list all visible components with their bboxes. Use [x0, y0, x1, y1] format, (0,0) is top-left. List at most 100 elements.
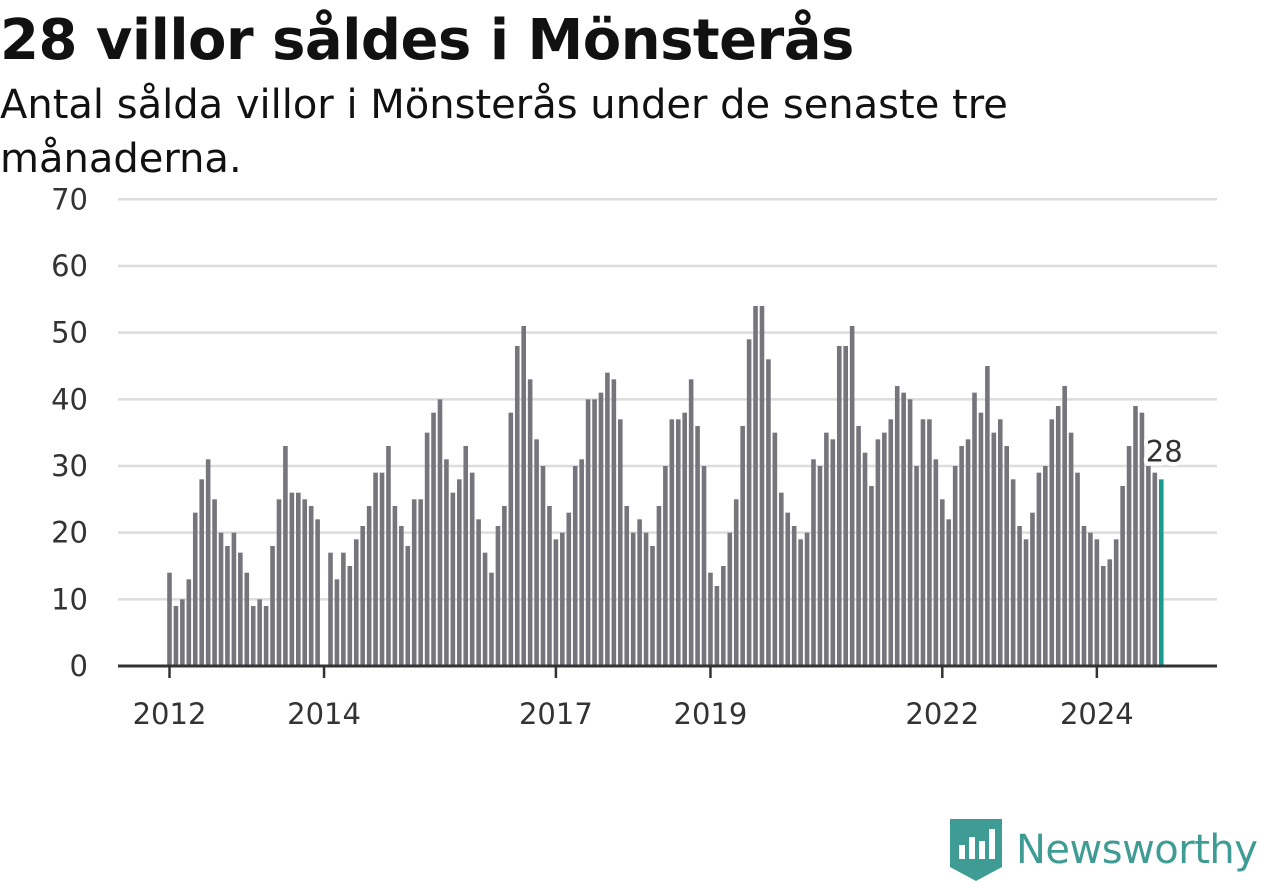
brand-name: Newsworthy — [1016, 827, 1258, 873]
bar — [688, 379, 694, 666]
bar — [579, 459, 584, 666]
bar — [991, 432, 997, 666]
bar — [527, 379, 533, 666]
bar — [437, 399, 443, 666]
bar — [605, 372, 610, 666]
bar — [238, 552, 243, 666]
bar — [1010, 479, 1016, 666]
bar — [1062, 385, 1067, 666]
bar — [392, 505, 398, 666]
bar — [618, 419, 623, 666]
bar — [965, 439, 971, 666]
bar — [643, 532, 649, 666]
bar — [1146, 465, 1151, 666]
bar — [373, 472, 378, 666]
bar — [675, 419, 681, 666]
bar — [972, 392, 977, 666]
bar — [997, 419, 1003, 666]
bar — [875, 439, 881, 666]
bar — [276, 499, 282, 666]
bar — [978, 412, 984, 666]
y-tick-label: 0 — [70, 649, 88, 683]
bar — [328, 552, 333, 666]
bar — [779, 492, 784, 666]
bar — [817, 465, 823, 666]
highlight-data-label: 28 — [1146, 434, 1183, 468]
bar — [411, 499, 417, 666]
bar — [1113, 539, 1119, 666]
bar — [444, 459, 449, 666]
bar — [811, 459, 816, 666]
bar — [695, 425, 700, 666]
bar — [1133, 405, 1138, 666]
bar — [1081, 525, 1087, 666]
y-tick-label: 20 — [51, 516, 88, 550]
bar — [907, 399, 913, 666]
bar — [547, 505, 552, 666]
bar — [952, 465, 958, 666]
bar — [418, 499, 423, 666]
bar — [791, 525, 797, 666]
bar — [469, 472, 475, 666]
bar — [173, 605, 179, 666]
bar — [650, 545, 655, 666]
bar — [1075, 472, 1080, 666]
bar — [315, 519, 320, 666]
newsworthy-brand[interactable]: Newsworthy — [950, 818, 1258, 882]
bar — [534, 439, 539, 666]
bar — [167, 572, 172, 666]
bar — [308, 505, 314, 666]
axes — [118, 664, 1217, 678]
bar — [482, 552, 488, 666]
bar — [463, 445, 469, 666]
x-tick-label: 2022 — [905, 697, 979, 731]
bar — [566, 512, 572, 666]
bar — [347, 565, 353, 666]
bar — [502, 505, 507, 666]
bar — [257, 599, 262, 666]
bar — [663, 465, 668, 666]
bar — [630, 532, 636, 666]
bar — [946, 519, 952, 666]
bar — [1055, 405, 1061, 666]
bar — [296, 492, 301, 666]
bar — [849, 325, 855, 666]
bar — [283, 445, 288, 666]
bar — [1036, 472, 1042, 666]
bar — [212, 499, 217, 666]
bar — [572, 465, 578, 666]
bar — [869, 485, 874, 666]
bar — [1043, 465, 1048, 666]
bar — [366, 505, 372, 666]
newsworthy-logo-icon — [950, 819, 1002, 881]
bar — [205, 459, 211, 666]
chart-title: 28 villor såldes i Mönsterås — [0, 8, 854, 73]
bar-highlight — [1158, 479, 1164, 666]
bar — [882, 432, 887, 666]
bar — [985, 365, 990, 666]
bar — [920, 419, 926, 666]
y-tick-label: 40 — [51, 382, 88, 416]
bar — [1107, 559, 1113, 666]
bar — [495, 525, 501, 666]
bar — [540, 465, 546, 666]
bar — [914, 465, 919, 666]
bar — [192, 512, 198, 666]
bar — [424, 432, 430, 666]
bar — [302, 499, 308, 666]
x-tick-label: 2024 — [1060, 697, 1134, 731]
bar — [785, 512, 791, 666]
y-tick-label: 60 — [51, 249, 88, 283]
x-tick-label: 2019 — [674, 697, 748, 731]
y-tick-label: 10 — [51, 582, 88, 616]
bar — [927, 419, 932, 666]
bar — [637, 519, 642, 666]
bar — [1120, 485, 1125, 666]
bar — [1126, 445, 1132, 666]
bar — [1004, 445, 1009, 666]
bar — [1049, 419, 1055, 666]
bar — [843, 345, 848, 666]
x-tick-label: 2014 — [287, 697, 361, 731]
bar — [959, 445, 964, 666]
bar — [489, 572, 494, 666]
